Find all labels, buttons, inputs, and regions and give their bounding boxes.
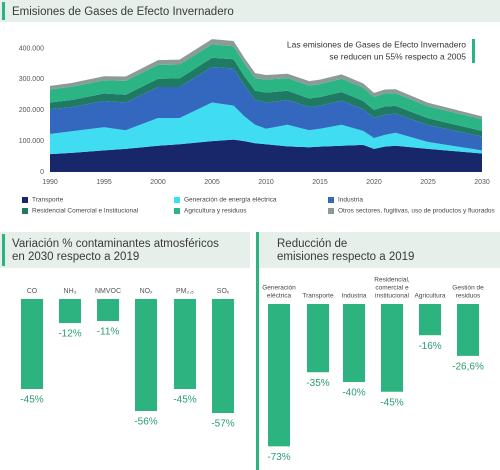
bar <box>21 299 43 389</box>
y-tick-label: 100.000 <box>19 138 44 145</box>
category-label: NOₓ <box>140 288 154 295</box>
header-bg <box>0 0 500 22</box>
value-label: -45% <box>20 395 43 406</box>
y-tick-label: 0 <box>40 169 44 176</box>
category-label: Transporte <box>302 293 334 300</box>
legend-label: Otros sectores, fugitivas, uso de produc… <box>338 208 496 215</box>
value-label: -35% <box>306 378 329 389</box>
y-tick-label: 400.000 <box>19 45 44 52</box>
value-label: -73% <box>267 452 290 463</box>
annotation: se reducen un 55% respecto a 2005 <box>329 51 466 61</box>
category-label: Gestión de <box>452 285 484 292</box>
x-tick-label: 2000 <box>150 179 166 186</box>
x-tick-label: 2015 <box>312 179 328 186</box>
bar <box>59 299 81 323</box>
value-label: -45% <box>173 395 196 406</box>
x-tick-label: 2025 <box>420 179 436 186</box>
category-label: CO <box>27 288 38 295</box>
category-label: Residencial, <box>374 277 410 284</box>
header-bg <box>258 232 500 268</box>
header-accent <box>2 234 5 266</box>
value-label: -45% <box>380 397 403 408</box>
bar <box>343 304 365 382</box>
value-label: -57% <box>211 419 234 430</box>
header-accent <box>2 2 5 20</box>
panel-title: emisiones respecto a 2019 <box>277 251 414 263</box>
category-label: eléctrica <box>267 293 292 300</box>
bar <box>307 304 329 373</box>
value-label: -11% <box>97 327 120 338</box>
divider <box>256 232 259 470</box>
category-label: PM₂,₅ <box>176 288 194 295</box>
bar <box>174 299 196 389</box>
area <box>50 102 482 155</box>
area <box>50 139 482 172</box>
bar <box>381 304 403 392</box>
category-label: NH₃ <box>64 288 77 295</box>
category-label: comercial e <box>375 285 409 292</box>
x-tick-label: 2030 <box>474 179 490 186</box>
value-label: -16% <box>418 341 441 352</box>
x-tick-label: 1995 <box>96 179 112 186</box>
x-tick-label: 1990 <box>42 179 58 186</box>
area <box>50 57 482 137</box>
legend-label: Residencial Comercial e Institucional <box>32 208 139 215</box>
legend-swatch <box>174 208 180 214</box>
legend-label: Agricultura y residuos <box>184 208 247 215</box>
bar <box>457 304 479 356</box>
legend-label: Industria <box>338 197 363 204</box>
x-tick-label: 2010 <box>258 179 274 186</box>
legend-label: Transporte <box>32 197 64 204</box>
legend-label: Generación de energía eléctrica <box>184 197 277 204</box>
category-label: SOₓ <box>217 288 230 295</box>
bar <box>419 304 441 336</box>
category-label: residuos <box>456 293 481 300</box>
value-label: -26,6% <box>452 362 484 373</box>
panel-title: Reducción de <box>277 238 347 250</box>
value-label: -40% <box>342 388 365 399</box>
legend-swatch <box>328 197 334 203</box>
header-bg <box>0 232 250 268</box>
value-label: -56% <box>134 417 157 428</box>
panel-title: en 2030 respecto a 2019 <box>12 251 139 263</box>
bar <box>135 299 157 411</box>
area <box>50 66 482 151</box>
value-label: -12% <box>58 329 81 340</box>
x-tick-label: 2005 <box>204 179 220 186</box>
category-label: institucional <box>375 293 410 300</box>
bar <box>268 304 290 447</box>
legend-swatch <box>174 197 180 203</box>
area <box>50 44 482 131</box>
chart-title: Emisiones de Gases de Efecto Invernadero <box>12 6 234 18</box>
legend-swatch <box>328 208 334 214</box>
legend-swatch <box>22 208 28 214</box>
annotation-accent <box>472 39 475 63</box>
bar <box>212 299 234 413</box>
category-label: Agricultura <box>414 293 445 300</box>
y-tick-label: 300.000 <box>19 76 44 83</box>
y-tick-label: 200.000 <box>19 107 44 114</box>
bar <box>97 299 119 321</box>
panel-title: Variación % contaminantes atmosféricos <box>12 238 219 250</box>
x-tick-label: 2020 <box>366 179 382 186</box>
category-label: NMVOC <box>95 288 121 295</box>
legend-swatch <box>22 197 28 203</box>
area <box>50 39 482 120</box>
annotation: Las emisiones de Gases de Efecto Inverna… <box>287 39 466 49</box>
category-label: Generación <box>262 285 296 292</box>
category-label: Industria <box>342 293 367 300</box>
